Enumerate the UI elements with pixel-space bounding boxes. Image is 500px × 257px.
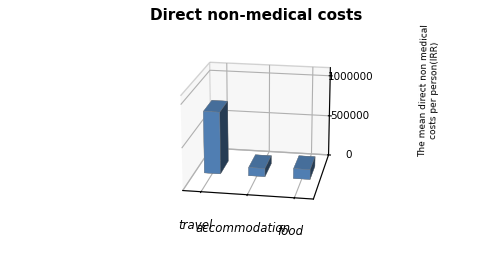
Title: Direct non-medical costs: Direct non-medical costs: [150, 8, 362, 23]
